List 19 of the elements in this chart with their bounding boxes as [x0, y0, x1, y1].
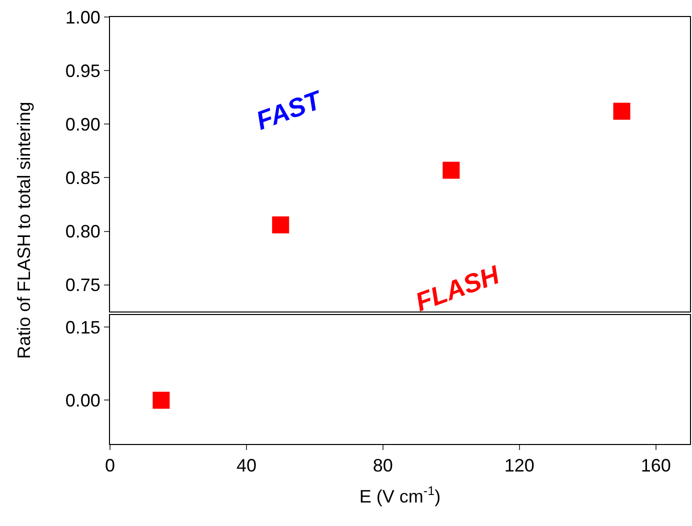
y-tick-label: 0.00 — [65, 390, 100, 411]
y-tick-label: 0.15 — [65, 318, 100, 338]
y-tick-label: 0.95 — [65, 60, 100, 81]
point — [613, 102, 630, 120]
x-tick-label: 160 — [640, 456, 671, 476]
x-tick-label: 80 — [372, 456, 393, 476]
point — [272, 216, 290, 234]
x-tick-label: 0 — [104, 456, 116, 476]
y-tick-label: 0.90 — [65, 114, 100, 134]
y-tick-label: 0.80 — [65, 222, 100, 242]
annotation: FAST — [252, 84, 327, 136]
x-tick-label: 120 — [504, 456, 534, 476]
y-tick-label: 1.00 — [65, 7, 100, 28]
y-axis-title: Ratio of FLASH to total sintering — [14, 102, 34, 359]
x-axis-title: E (V cm$^{-1}$) — [359, 484, 441, 507]
y-tick-label: 0.75 — [65, 275, 100, 296]
x-tick-label: 40 — [236, 456, 256, 476]
point — [442, 162, 460, 179]
y-tick-label: 0.85 — [65, 168, 100, 188]
